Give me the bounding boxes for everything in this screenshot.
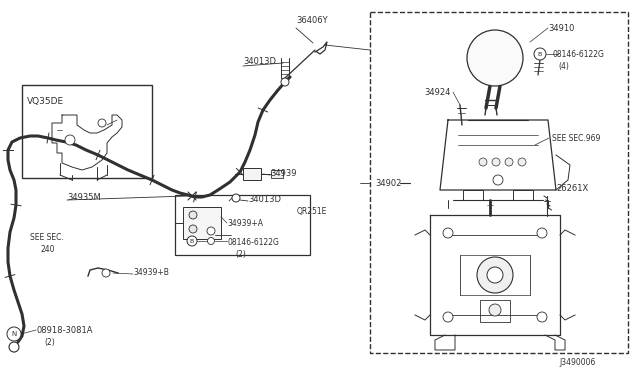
Circle shape bbox=[189, 211, 197, 219]
Text: (2): (2) bbox=[44, 338, 55, 347]
Circle shape bbox=[487, 267, 503, 283]
Circle shape bbox=[537, 312, 547, 322]
Text: J3490006: J3490006 bbox=[559, 358, 595, 367]
Circle shape bbox=[477, 257, 513, 293]
Text: B: B bbox=[190, 238, 194, 244]
Bar bbox=[271, 170, 283, 178]
Text: 08146-6122G: 08146-6122G bbox=[227, 238, 279, 247]
Text: 26261X: 26261X bbox=[556, 184, 588, 193]
Circle shape bbox=[207, 237, 214, 244]
Text: VQ35DE: VQ35DE bbox=[27, 97, 64, 106]
Circle shape bbox=[207, 227, 215, 235]
Text: SEE SEC.969: SEE SEC.969 bbox=[552, 134, 600, 143]
Circle shape bbox=[534, 48, 546, 60]
Circle shape bbox=[9, 342, 19, 352]
Text: 34939+A: 34939+A bbox=[227, 219, 263, 228]
Text: 34902: 34902 bbox=[375, 179, 401, 188]
Circle shape bbox=[187, 236, 197, 246]
Circle shape bbox=[537, 228, 547, 238]
Text: 08918-3081A: 08918-3081A bbox=[36, 326, 93, 335]
Bar bbox=[22, 85, 152, 178]
Bar bbox=[243, 168, 261, 180]
Circle shape bbox=[492, 158, 500, 166]
Text: N: N bbox=[12, 331, 17, 337]
Text: (2): (2) bbox=[235, 250, 246, 259]
Circle shape bbox=[443, 228, 453, 238]
Bar bbox=[513, 190, 533, 200]
Circle shape bbox=[479, 158, 487, 166]
Text: 34013D: 34013D bbox=[248, 195, 281, 204]
Text: 34013D: 34013D bbox=[243, 57, 276, 66]
Text: 34935M: 34935M bbox=[67, 193, 100, 202]
Circle shape bbox=[189, 225, 197, 233]
Circle shape bbox=[489, 304, 501, 316]
Circle shape bbox=[232, 194, 240, 202]
Text: (4): (4) bbox=[558, 62, 569, 71]
Text: SEE SEC.: SEE SEC. bbox=[30, 233, 64, 242]
Circle shape bbox=[7, 327, 21, 341]
Text: B: B bbox=[538, 51, 542, 57]
Circle shape bbox=[518, 158, 526, 166]
Circle shape bbox=[102, 269, 110, 277]
Text: 34939+B: 34939+B bbox=[133, 268, 169, 277]
Bar bbox=[183, 207, 221, 239]
Text: QR251E: QR251E bbox=[297, 207, 328, 216]
Text: 240: 240 bbox=[40, 245, 54, 254]
Circle shape bbox=[493, 175, 503, 185]
Bar bbox=[480, 300, 510, 322]
Text: 36406Y: 36406Y bbox=[296, 16, 328, 25]
Bar bbox=[370, 12, 628, 353]
Text: 34910: 34910 bbox=[548, 24, 574, 33]
Circle shape bbox=[443, 312, 453, 322]
Text: 08146-6122G: 08146-6122G bbox=[553, 50, 605, 59]
Circle shape bbox=[98, 119, 106, 127]
Circle shape bbox=[281, 78, 289, 86]
Text: 34924: 34924 bbox=[424, 88, 451, 97]
Circle shape bbox=[65, 135, 75, 145]
Bar bbox=[463, 190, 483, 200]
Circle shape bbox=[505, 158, 513, 166]
Text: 34939: 34939 bbox=[270, 169, 296, 178]
Circle shape bbox=[467, 30, 523, 86]
Bar bbox=[175, 195, 310, 255]
